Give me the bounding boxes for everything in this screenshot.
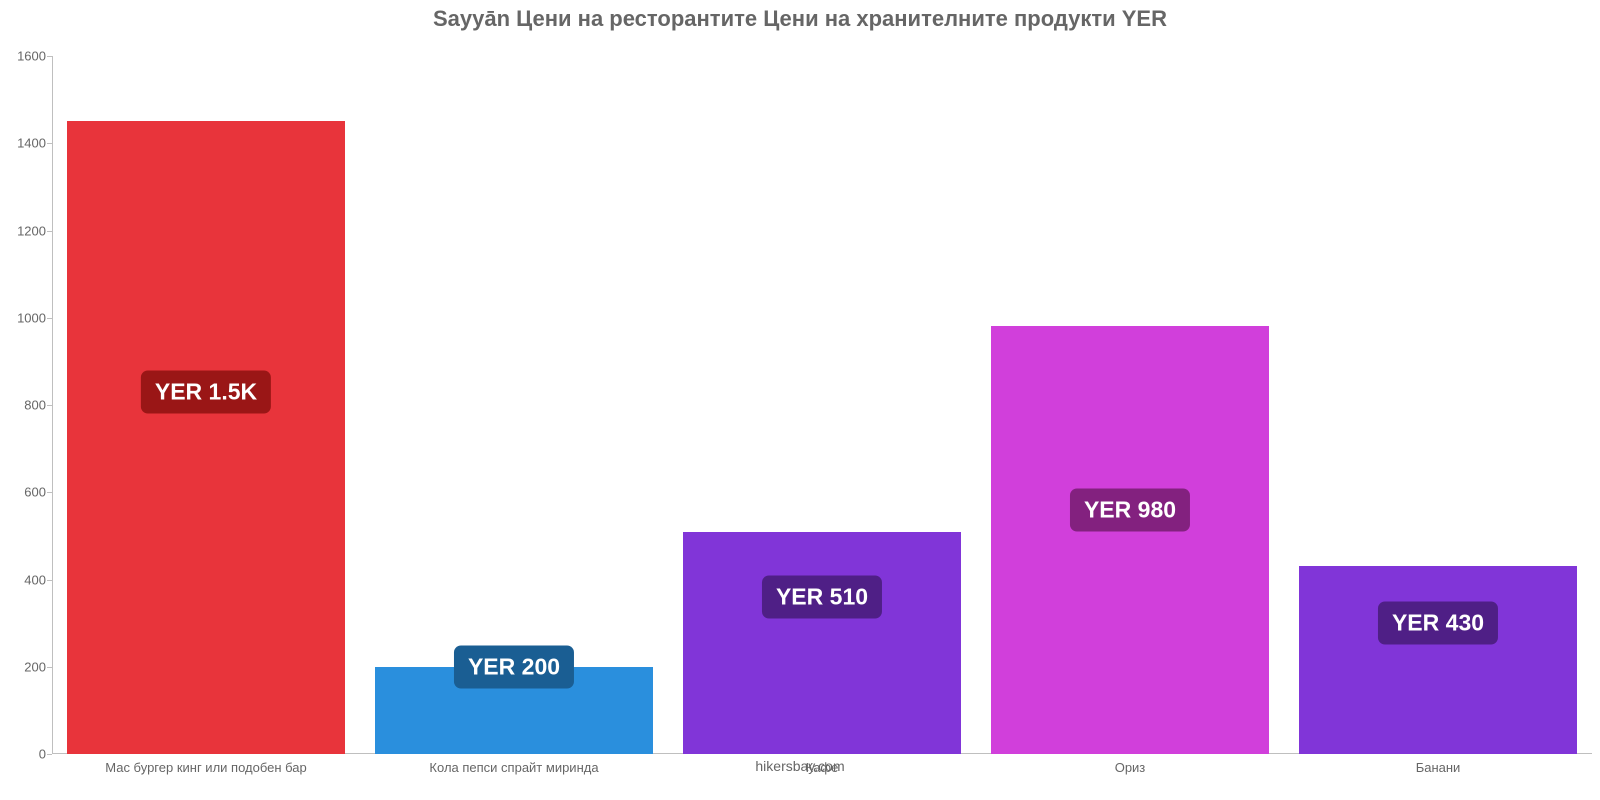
bar <box>683 532 960 754</box>
y-tick-mark <box>47 405 52 406</box>
y-tick-mark <box>47 56 52 57</box>
y-tick-label: 1400 <box>0 136 46 151</box>
y-tick-label: 1200 <box>0 223 46 238</box>
y-tick-mark <box>47 492 52 493</box>
y-axis-line <box>52 56 53 754</box>
y-tick-label: 800 <box>0 398 46 413</box>
bar <box>991 326 1268 754</box>
y-tick-mark <box>47 231 52 232</box>
chart-container: Sayyān Цени на ресторантите Цени на хран… <box>0 0 1600 800</box>
bar <box>1299 566 1576 754</box>
y-tick-label: 600 <box>0 485 46 500</box>
bar <box>67 121 344 754</box>
y-tick-mark <box>47 667 52 668</box>
bar-value-label: YER 430 <box>1378 602 1498 645</box>
bar-value-label: YER 200 <box>454 645 574 688</box>
y-tick-mark <box>47 754 52 755</box>
y-tick-label: 1600 <box>0 49 46 64</box>
y-tick-mark <box>47 580 52 581</box>
y-tick-label: 200 <box>0 659 46 674</box>
bar-value-label: YER 980 <box>1070 488 1190 531</box>
plot-area: 02004006008001000120014001600Мас бургер … <box>52 56 1592 754</box>
y-tick-label: 400 <box>0 572 46 587</box>
chart-footer: hikersbay.com <box>0 758 1600 774</box>
chart-title: Sayyān Цени на ресторантите Цени на хран… <box>0 6 1600 32</box>
y-tick-mark <box>47 143 52 144</box>
y-tick-label: 1000 <box>0 310 46 325</box>
bar-value-label: YER 1.5K <box>141 370 271 413</box>
bar-value-label: YER 510 <box>762 575 882 618</box>
y-tick-mark <box>47 318 52 319</box>
